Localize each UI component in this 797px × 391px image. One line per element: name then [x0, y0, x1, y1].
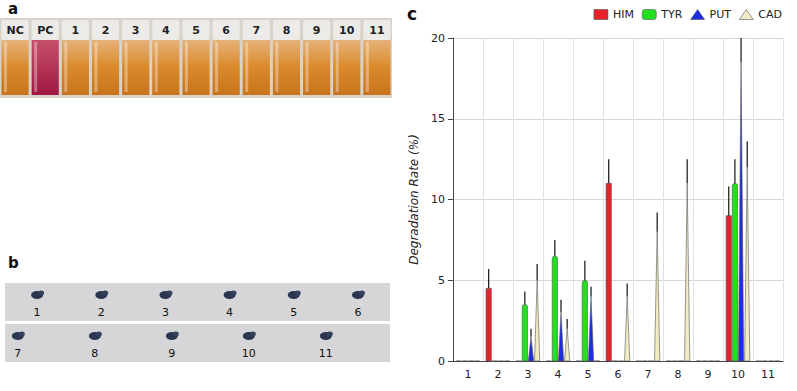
svg-text:9: 9: [704, 368, 711, 381]
svg-text:1: 1: [72, 24, 80, 37]
svg-text:2: 2: [98, 306, 105, 319]
svg-text:6: 6: [354, 306, 361, 319]
svg-text:6: 6: [222, 24, 230, 37]
svg-text:2: 2: [494, 368, 501, 381]
svg-text:7: 7: [644, 368, 651, 381]
svg-text:3: 3: [162, 306, 169, 319]
svg-text:11: 11: [319, 347, 333, 360]
svg-text:5: 5: [290, 306, 297, 319]
svg-text:2: 2: [102, 24, 110, 37]
svg-text:Degradation Rate (%): Degradation Rate (%): [407, 134, 421, 265]
svg-text:6: 6: [614, 368, 621, 381]
svg-text:4: 4: [226, 306, 233, 319]
svg-text:PC: PC: [37, 24, 53, 37]
svg-text:3: 3: [524, 368, 531, 381]
svg-text:9: 9: [313, 24, 321, 37]
svg-text:TYR: TYR: [660, 8, 682, 21]
svg-text:5: 5: [192, 24, 200, 37]
svg-text:11: 11: [369, 24, 384, 37]
svg-text:9: 9: [168, 347, 175, 360]
svg-text:CAD: CAD: [758, 8, 782, 21]
svg-text:1: 1: [464, 368, 471, 381]
svg-text:3: 3: [132, 24, 140, 37]
svg-text:1: 1: [34, 306, 41, 319]
svg-text:8: 8: [674, 368, 681, 381]
svg-text:7: 7: [252, 24, 260, 37]
svg-text:HIM: HIM: [613, 8, 634, 21]
svg-text:8: 8: [283, 24, 291, 37]
svg-text:a: a: [8, 0, 18, 18]
svg-text:NC: NC: [6, 24, 23, 37]
svg-text:5: 5: [584, 368, 591, 381]
svg-text:4: 4: [554, 368, 561, 381]
svg-text:PUT: PUT: [710, 8, 732, 21]
svg-text:7: 7: [14, 347, 21, 360]
svg-text:0: 0: [438, 355, 445, 368]
svg-text:20: 20: [431, 32, 445, 45]
svg-text:c: c: [407, 4, 417, 24]
svg-text:10: 10: [431, 193, 445, 206]
svg-text:4: 4: [162, 24, 170, 37]
svg-text:10: 10: [731, 368, 745, 381]
svg-text:11: 11: [761, 368, 775, 381]
svg-text:5: 5: [438, 274, 445, 287]
svg-text:8: 8: [91, 347, 98, 360]
svg-text:10: 10: [339, 24, 355, 37]
svg-text:15: 15: [431, 112, 445, 125]
svg-text:10: 10: [242, 347, 256, 360]
svg-text:b: b: [8, 254, 19, 272]
